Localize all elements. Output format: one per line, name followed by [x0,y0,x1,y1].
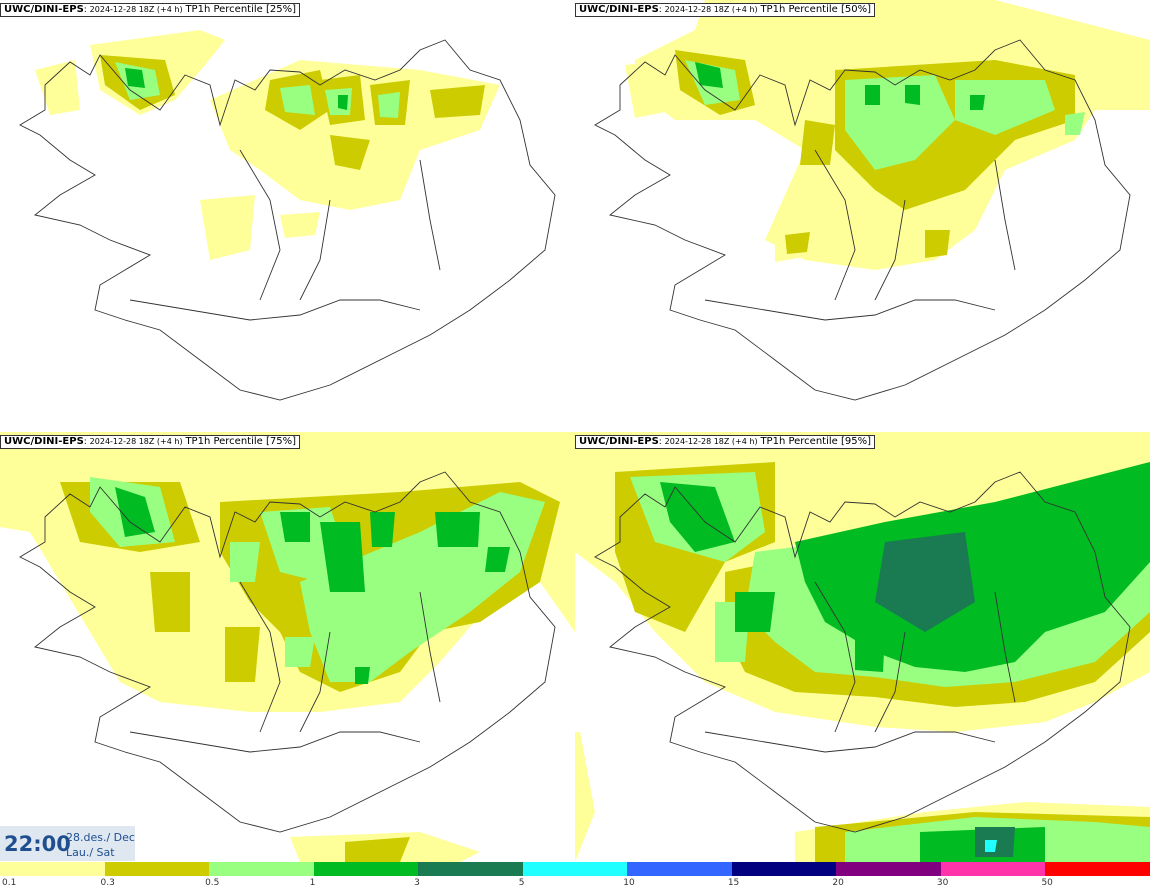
coastline [594,39,1131,401]
colorbar-segment [1045,862,1150,876]
coastline [19,39,556,401]
precip-map-p75 [0,432,575,862]
run-time: 2024-12-28 18Z (+4 h) [89,437,183,446]
variable-label: TP1h Percentile [75%] [185,436,296,447]
valid-weekday: Lau./ Sat [66,846,115,859]
colorbar-tick-label: 0.1 [2,878,17,888]
colorbar-segment [209,862,314,876]
precip-field [35,30,500,260]
precip-field [0,432,575,862]
colorbar-segment [313,862,419,876]
panel-title: UWC/DINI-EPS: 2024-12-28 18Z (+4 h) TP1h… [0,3,300,17]
colorbar-segment [940,862,1046,876]
valid-time-box: 22:00 28.des./ Dec Lau./ Sat [0,826,135,861]
model-name: UWC/DINI-EPS [4,4,84,15]
colorbar-segment [0,862,105,876]
variable-label: TP1h Percentile [50%] [760,4,871,15]
colorbar-tick-label: 5 [518,878,525,888]
colorbar-tick-label: 30 [936,878,949,888]
panel-title: UWC/DINI-EPS: 2024-12-28 18Z (+4 h) TP1h… [575,3,875,17]
precip-map-p50 [594,0,1150,401]
run-time: 2024-12-28 18Z (+4 h) [664,5,758,14]
model-name: UWC/DINI-EPS [579,436,659,447]
precip-map-p95 [575,432,1150,862]
colorbar-ticks: 0.1 0.3 0.5 1 3 5 10 15 20 30 50 [0,877,1150,891]
precip-map-p25 [19,30,556,401]
model-name: UWC/DINI-EPS [579,4,659,15]
colorbar-segment [522,862,628,876]
precip-colorbar [0,862,1150,876]
colorbar-segment [836,862,941,876]
variable-label: TP1h Percentile [25%] [185,4,296,15]
map-panel-p25: UWC/DINI-EPS: 2024-12-28 18Z (+4 h) TP1h… [0,0,575,430]
colorbar-tick-label: 0.5 [205,878,220,888]
panel-title: UWC/DINI-EPS: 2024-12-28 18Z (+4 h) TP1h… [575,435,875,449]
precip-field [575,432,1150,862]
colorbar-tick-label: 0.3 [100,878,115,888]
coastline [19,471,556,833]
run-time: 2024-12-28 18Z (+4 h) [664,437,758,446]
colorbar-tick-label: 3 [414,878,420,888]
colorbar-tick-label: 10 [623,878,635,888]
precip-field [625,0,1150,270]
panel-title: UWC/DINI-EPS: 2024-12-28 18Z (+4 h) TP1h… [0,435,300,449]
model-name: UWC/DINI-EPS [4,436,84,447]
run-time: 2024-12-28 18Z (+4 h) [89,5,183,14]
valid-time: 22:00 [4,832,71,856]
colorbar-tick-label: 1 [309,878,316,888]
valid-date: 28.des./ Dec [66,831,135,844]
map-panel-p95: UWC/DINI-EPS: 2024-12-28 18Z (+4 h) TP1h… [575,432,1150,862]
colorbar-tick-label: 50 [1041,878,1053,888]
variable-label: TP1h Percentile [95%] [760,436,871,447]
colorbar-segment [627,862,732,876]
colorbar-segment [731,862,837,876]
colorbar-tick-label: 20 [832,878,844,888]
colorbar-tick-label: 15 [727,878,740,888]
map-panel-p75: UWC/DINI-EPS: 2024-12-28 18Z (+4 h) TP1h… [0,432,575,862]
colorbar-segment [418,862,523,876]
map-panel-p50: UWC/DINI-EPS: 2024-12-28 18Z (+4 h) TP1h… [575,0,1150,430]
coastline [594,471,1131,833]
colorbar-segment [104,862,210,876]
